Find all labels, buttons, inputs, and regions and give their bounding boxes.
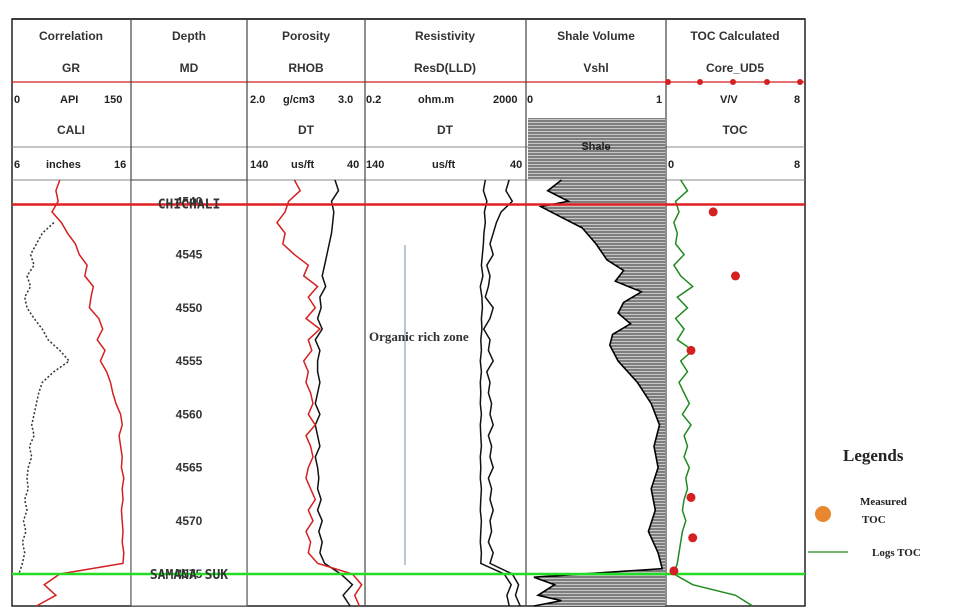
depth-track bbox=[130, 179, 248, 607]
vshl-min: 0 bbox=[527, 94, 533, 106]
measured-toc-point-2 bbox=[731, 271, 740, 281]
dt-por-unit: us/ft bbox=[291, 159, 315, 171]
resd-max: 2000 bbox=[493, 94, 517, 106]
track-title-toc: TOC Calculated bbox=[690, 29, 779, 43]
curve-label-toc: TOC bbox=[722, 123, 747, 137]
curve-cali-correlation bbox=[18, 222, 71, 575]
curve-label-core: Core_UD5 bbox=[706, 61, 764, 75]
rhob-unit: g/cm3 bbox=[283, 94, 315, 106]
core-header-markers bbox=[665, 79, 803, 85]
organic-zone-label: Organic rich zone bbox=[369, 329, 469, 344]
legend-measured-label-1: Measured bbox=[860, 496, 907, 508]
dt-res-max: 40 bbox=[510, 159, 522, 171]
rhob-min: 2.0 bbox=[250, 94, 265, 106]
measured-toc-point-1 bbox=[708, 207, 718, 217]
curve-label-rhob: RHOB bbox=[288, 61, 324, 75]
measured-toc-point-3 bbox=[686, 345, 696, 355]
curve-label-cali: CALI bbox=[57, 123, 85, 137]
track-title-correlation: Correlation bbox=[39, 29, 103, 43]
legend-measured-marker bbox=[815, 506, 831, 522]
depth-tick-4570: 4570 bbox=[176, 514, 203, 528]
gr-min: 0 bbox=[14, 94, 20, 106]
depth-tick-4550: 4550 bbox=[176, 301, 203, 315]
track-title-porosity: Porosity bbox=[282, 29, 330, 43]
dt-res-unit: us/ft bbox=[432, 159, 456, 171]
dt-por-min: 140 bbox=[250, 159, 268, 171]
core-unit: V/V bbox=[720, 94, 738, 106]
shale-fill-header bbox=[528, 118, 665, 180]
vshl-curve bbox=[533, 179, 664, 607]
gr-max: 150 bbox=[104, 94, 122, 106]
curve-label-vshl: Vshl bbox=[583, 61, 608, 75]
legend-logs-label: Logs TOC bbox=[872, 547, 921, 559]
formation-label-samana-suk: SAMANA SUK bbox=[150, 568, 228, 583]
cali-max: 16 bbox=[114, 159, 126, 171]
dt-res-min: 140 bbox=[366, 159, 384, 171]
curve-label-gr: GR bbox=[62, 61, 80, 75]
gr-unit: API bbox=[60, 94, 78, 106]
curve-dt-resistivity bbox=[482, 179, 521, 607]
measured-toc-point-4 bbox=[686, 492, 696, 502]
legend-title: Legends bbox=[843, 446, 904, 465]
legend-measured-label-2: TOC bbox=[862, 514, 886, 526]
curve-label-resd: ResD(LLD) bbox=[414, 61, 476, 75]
shale-fill-label: Shale bbox=[581, 141, 610, 153]
formation-label-chichali: CHICHALI bbox=[158, 198, 221, 213]
curve-rhob-porosity bbox=[314, 179, 354, 607]
curve-gr-correlation bbox=[36, 179, 125, 607]
curve-toc-toc bbox=[672, 179, 753, 607]
depth-tick-4545: 4545 bbox=[176, 248, 203, 262]
depth-tick-4560: 4560 bbox=[176, 407, 203, 421]
measured-toc-point-5 bbox=[688, 533, 698, 543]
core-max: 8 bbox=[794, 94, 800, 106]
measured-toc-points bbox=[669, 207, 740, 576]
legend: Legends Measured TOC Logs TOC bbox=[808, 446, 921, 559]
measured-toc-point-6 bbox=[669, 566, 679, 576]
cali-min: 6 bbox=[14, 159, 20, 171]
curve-label-dt-porosity: DT bbox=[298, 123, 315, 137]
track-title-shale: Shale Volume bbox=[557, 29, 635, 43]
dt-por-max: 40 bbox=[347, 159, 359, 171]
cali-unit: inches bbox=[46, 159, 81, 171]
vshl-shale-fill bbox=[533, 180, 665, 606]
curve-dt-porosity bbox=[276, 179, 363, 607]
resd-min: 0.2 bbox=[366, 94, 381, 106]
toc-min: 0 bbox=[668, 159, 674, 171]
resd-unit: ohm.m bbox=[418, 94, 454, 106]
toc-max: 8 bbox=[794, 159, 800, 171]
depth-tick-4565: 4565 bbox=[176, 461, 203, 475]
vshl-max: 1 bbox=[656, 94, 662, 106]
curve-label-dt-resistivity: DT bbox=[437, 123, 454, 137]
curve-resd-lld--resistivity bbox=[479, 179, 513, 607]
track-title-resistivity: Resistivity bbox=[415, 29, 475, 43]
track-title-depth: Depth bbox=[172, 29, 206, 43]
log-curves bbox=[18, 179, 753, 607]
rhob-max: 3.0 bbox=[338, 94, 353, 106]
curve-label-md: MD bbox=[180, 61, 199, 75]
depth-tick-4555: 4555 bbox=[176, 354, 203, 368]
